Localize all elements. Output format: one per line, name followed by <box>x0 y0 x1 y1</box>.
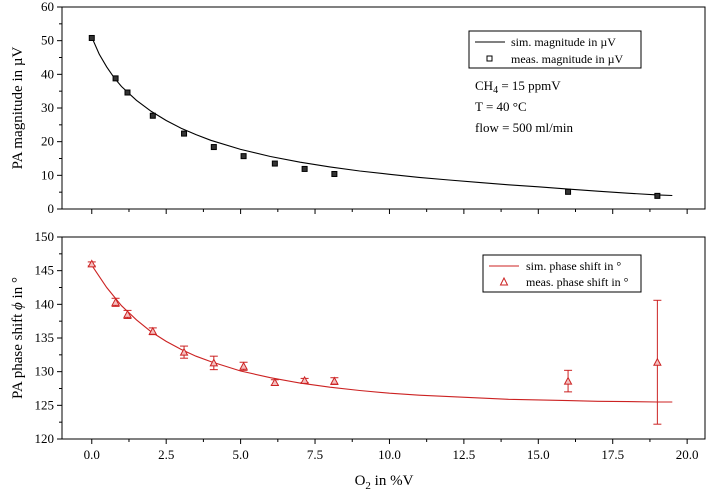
top-annotations: CH4 = 15 ppmV T = 40 °C flow = 500 ml/mi… <box>475 78 573 135</box>
top-y-tick-label: 50 <box>41 33 54 48</box>
x-tick-label: 12.5 <box>453 447 476 462</box>
top-data-point <box>240 153 247 160</box>
top-legend-box <box>468 30 642 69</box>
bottom-data-point <box>123 309 132 318</box>
bottom-legend: sim. phase shift in ° meas. phase shift … <box>482 254 642 293</box>
bottom-legend-box <box>482 254 642 293</box>
bottom-y-axis-label: PA phase shift ϕ in ° <box>10 277 26 399</box>
top-data-point <box>271 160 278 167</box>
bottom-data-point <box>563 376 573 385</box>
top-axis-ticks: 0 10 20 30 40 50 60 <box>41 0 688 216</box>
bottom-y-tick-label: 130 <box>35 364 55 379</box>
top-y-tick-label: 30 <box>41 100 54 115</box>
x-tick-label: 20.0 <box>676 447 699 462</box>
x-tick-label: 10.0 <box>378 447 401 462</box>
bottom-y-tick-label: 135 <box>35 330 55 345</box>
top-data-point <box>654 192 661 199</box>
top-y-tick-label: 10 <box>41 167 54 182</box>
bottom-y-tick-label: 145 <box>35 263 55 278</box>
bottom-data-point <box>209 358 219 367</box>
bottom-legend-marker-swatch <box>499 276 509 286</box>
top-legend-sim-label: sim. magnitude in µV <box>511 35 616 49</box>
bottom-data-point <box>270 377 280 386</box>
top-legend-meas-label: meas. magnitude in µV <box>511 52 624 66</box>
x-tick-label: 2.5 <box>158 447 174 462</box>
x-tick-label: 17.5 <box>601 447 624 462</box>
x-tick-label: 5.0 <box>232 447 248 462</box>
top-legend: sim. magnitude in µV meas. magnitude in … <box>468 30 642 69</box>
top-legend-marker-swatch <box>486 55 493 62</box>
bottom-data-point <box>239 361 248 370</box>
bottom-data-point <box>653 357 662 366</box>
bottom-data-point <box>330 376 339 385</box>
bottom-data-point <box>148 326 158 335</box>
top-data-point <box>565 188 572 195</box>
top-data-point <box>331 170 338 177</box>
bottom-legend-meas-label: meas. phase shift in ° <box>526 275 629 289</box>
top-y-tick-label: 0 <box>48 201 55 216</box>
flow-annotation: flow = 500 ml/min <box>475 120 573 135</box>
temperature-annotation: T = 40 °C <box>475 99 527 114</box>
top-data-point <box>181 130 188 137</box>
bottom-series-group <box>87 259 673 425</box>
bottom-y-tick-label: 150 <box>35 229 55 244</box>
bottom-legend-sim-label: sim. phase shift in ° <box>526 259 621 273</box>
ch4-annotation: CH4 = 15 ppmV <box>475 78 561 96</box>
x-axis-label: O2 in %V <box>355 473 414 492</box>
top-data-point <box>149 112 156 119</box>
bottom-y-tick-label: 140 <box>35 296 55 311</box>
x-tick-label: 15.0 <box>527 447 550 462</box>
top-data-point <box>301 165 308 172</box>
top-y-tick-label: 40 <box>41 66 54 81</box>
top-data-point <box>112 75 119 82</box>
bottom-axis-ticks: 120 125 130 135 140 145 150 0.0 2.5 5.0 7.5 10.0 12.… <box>35 229 699 462</box>
top-y-tick-label: 20 <box>41 134 54 149</box>
bottom-data-point <box>300 375 309 384</box>
x-tick-label: 7.5 <box>307 447 323 462</box>
top-series-group <box>88 34 673 199</box>
x-tick-label: 0.0 <box>84 447 100 462</box>
top-data-point <box>124 89 131 96</box>
bottom-data-point <box>179 347 189 356</box>
bottom-y-tick-label: 120 <box>35 431 55 446</box>
top-y-axis-label: PA magnitude in µV <box>10 46 26 169</box>
top-y-tick-label: 60 <box>41 0 54 14</box>
top-data-point <box>88 34 95 41</box>
bottom-data-point <box>87 259 97 268</box>
top-data-point <box>210 144 217 151</box>
bottom-data-point <box>111 297 120 306</box>
bottom-y-tick-label: 125 <box>35 397 55 412</box>
